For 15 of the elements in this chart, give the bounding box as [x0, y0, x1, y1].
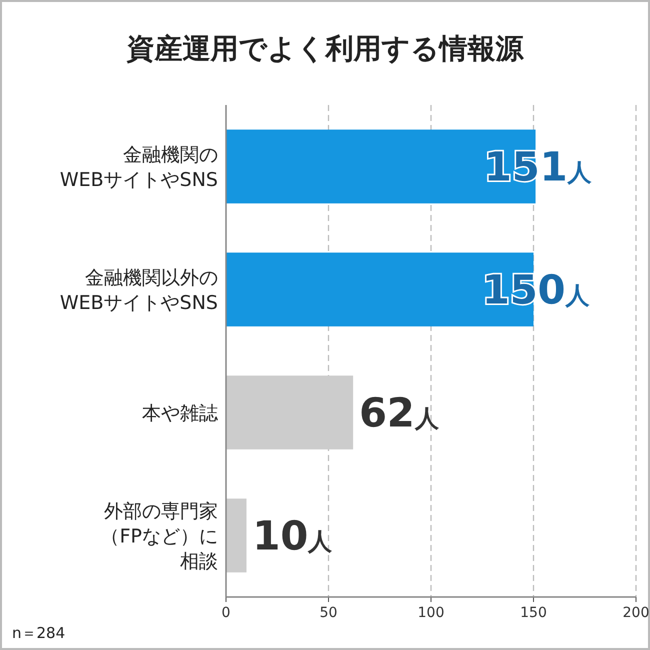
- x-tick-label: 0: [222, 605, 230, 621]
- text: n＝284: [12, 624, 66, 642]
- chart-title: 資産運用でよく利用する情報源: [126, 32, 524, 65]
- bar: [226, 376, 354, 450]
- data-label: 62人: [359, 390, 440, 436]
- x-tick-label: 100: [418, 605, 444, 621]
- x-tick-label: 200: [622, 605, 650, 621]
- y-tick-label: 金融機関以外の WEBサイトやSNS: [60, 267, 218, 314]
- x-tick-label: 50: [320, 605, 338, 621]
- x-tick-label: 150: [520, 605, 547, 621]
- y-tick-label: 外部の専門家（FPなど）に相談: [100, 500, 218, 572]
- y-tick-label: 金融機関の WEBサイトやSNS: [60, 144, 218, 191]
- data-label: 10人: [252, 514, 334, 560]
- bar: [226, 498, 246, 572]
- y-tick-label: 本や雑誌: [142, 402, 218, 424]
